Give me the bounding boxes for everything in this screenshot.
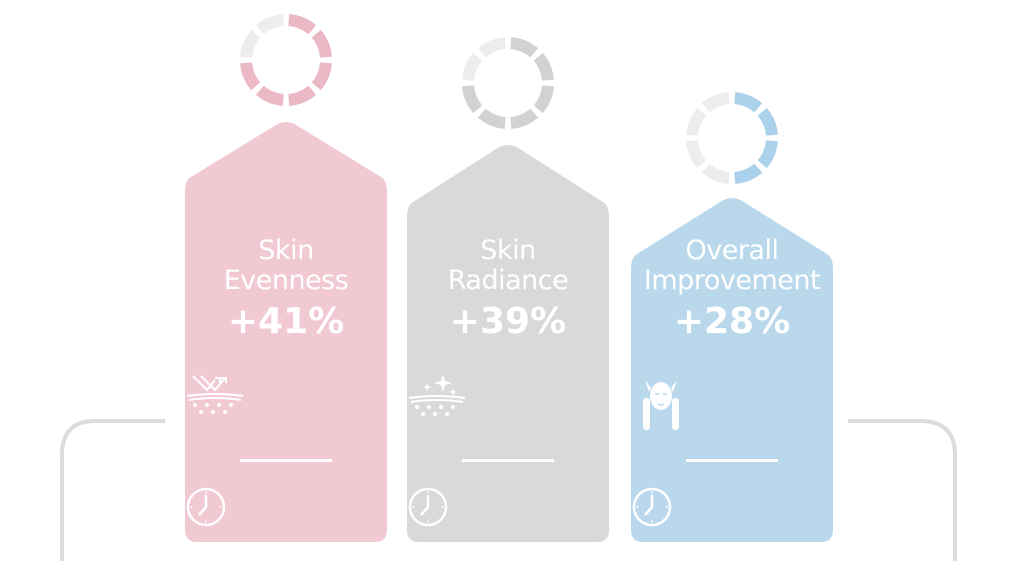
progress-ring xyxy=(462,37,554,129)
ring-segment xyxy=(311,29,332,58)
card-title-line2: Radiance xyxy=(447,265,569,296)
ring-segment xyxy=(757,140,778,169)
clock-icon xyxy=(632,487,672,527)
ring-segment xyxy=(757,107,778,136)
skin-radiance-icon xyxy=(408,374,466,416)
ring-segment xyxy=(701,92,730,113)
card-shape xyxy=(185,122,387,542)
ring-segment xyxy=(462,85,483,114)
card-percentage: +28% xyxy=(673,301,791,342)
card-title-line2: Evenness xyxy=(223,265,349,296)
divider xyxy=(462,459,554,462)
card-title-line1: Skin xyxy=(480,235,536,266)
left-bracket xyxy=(60,419,165,561)
card-shape xyxy=(631,198,833,542)
card-percentage: +41% xyxy=(227,301,345,342)
ring-segment xyxy=(533,85,554,114)
stat-card: Skin Evenness +41% xyxy=(185,122,387,542)
stat-card: Skin Radiance +39% xyxy=(407,145,609,542)
ring-segment xyxy=(288,85,317,106)
stat-card: Overall Improvement +28% xyxy=(631,198,833,542)
ring-segment xyxy=(255,85,284,106)
progress-ring xyxy=(686,92,778,184)
ring-segment xyxy=(240,62,261,91)
card-percentage: +39% xyxy=(449,301,567,342)
ring-segment xyxy=(255,14,284,35)
card-title-line2: Improvement xyxy=(643,265,821,296)
ring-segment xyxy=(686,140,707,169)
progress-ring xyxy=(240,14,332,106)
face-care-icon xyxy=(643,380,679,430)
ring-segment xyxy=(240,29,261,58)
ring-segment xyxy=(288,14,317,35)
ring-segment xyxy=(510,37,539,58)
divider xyxy=(686,459,778,462)
card-title-line1: Overall xyxy=(685,235,780,266)
clock-icon xyxy=(408,487,448,527)
card-title-line1: Skin xyxy=(258,235,314,266)
right-bracket xyxy=(848,419,957,561)
card-shape xyxy=(407,145,609,542)
clock-icon xyxy=(186,487,226,527)
ring-segment xyxy=(510,108,539,129)
ring-segment xyxy=(477,37,506,58)
ring-segment xyxy=(734,92,763,113)
ring-segment xyxy=(533,52,554,81)
ring-segment xyxy=(311,62,332,91)
ring-segment xyxy=(686,107,707,136)
ring-segment xyxy=(701,163,730,184)
ring-segment xyxy=(477,108,506,129)
divider xyxy=(240,459,332,462)
ring-segment xyxy=(734,163,763,184)
skin-evenness-icon xyxy=(186,375,244,414)
ring-segment xyxy=(462,52,483,81)
